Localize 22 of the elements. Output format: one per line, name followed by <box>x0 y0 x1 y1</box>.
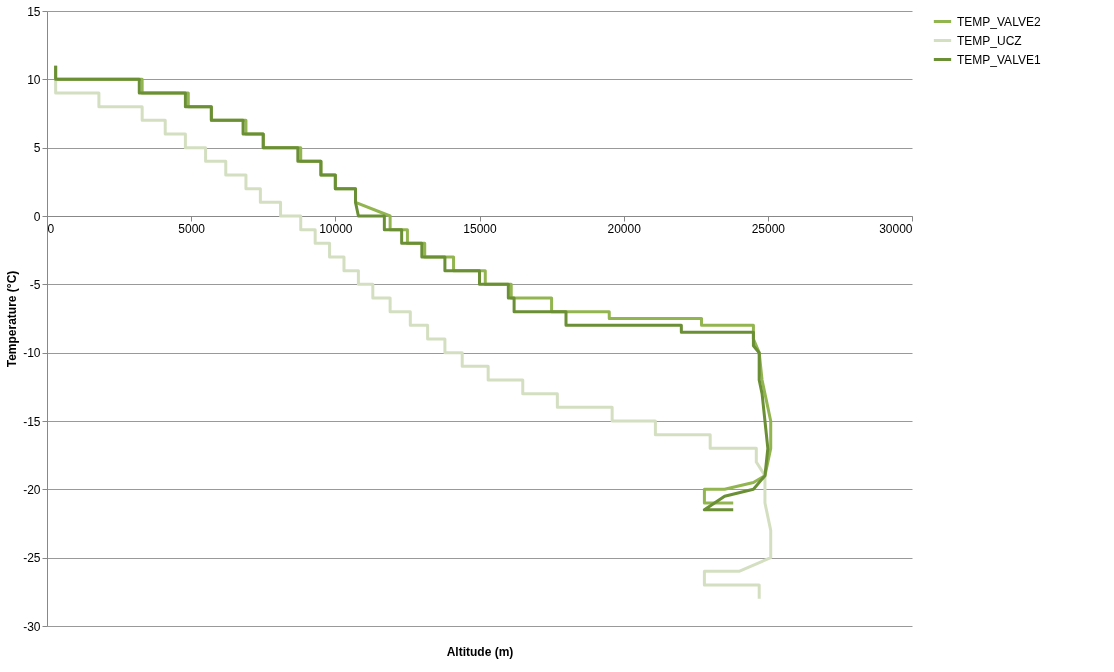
y-tick-label: -15 <box>23 414 41 429</box>
legend-label: TEMP_UCZ <box>957 33 1022 48</box>
y-tick-label: -20 <box>23 482 41 497</box>
x-tick-label: 20000 <box>607 221 642 236</box>
legend-label: TEMP_VALVE2 <box>957 14 1041 29</box>
y-tick-label: -30 <box>23 619 41 634</box>
legend-label: TEMP_VALVE1 <box>957 52 1041 67</box>
y-tick-label: -5 <box>29 277 41 292</box>
y-tick-label: 10 <box>27 72 41 87</box>
y-tick-label: -10 <box>23 346 41 361</box>
y-tick-label: -25 <box>23 551 41 566</box>
x-tick-label: 5000 <box>178 221 206 236</box>
y-tick-label: 15 <box>27 4 41 19</box>
x-axis-title: Altitude (m) <box>446 644 514 659</box>
x-tick-label: 25000 <box>751 221 786 236</box>
x-tick-label: 10000 <box>319 221 353 236</box>
y-tick-label: 5 <box>33 141 41 156</box>
y-tick-label: 0 <box>33 209 41 224</box>
x-tick-label: 30000 <box>879 221 913 236</box>
x-tick-label: 0 <box>47 221 55 236</box>
x-tick-label: 15000 <box>463 221 498 236</box>
y-axis-title: Temperature (°C) <box>5 270 20 368</box>
